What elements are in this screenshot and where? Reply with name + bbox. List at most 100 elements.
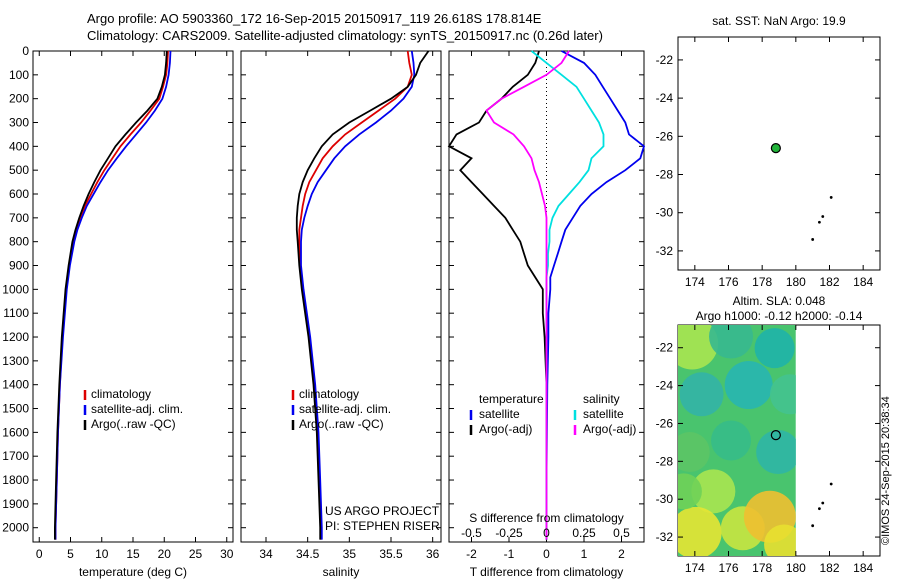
map-x-tick-label: 176 xyxy=(718,275,738,289)
profile-location-marker xyxy=(770,430,781,441)
x-tick-label: 1 xyxy=(581,547,588,561)
x-tick-label: -2 xyxy=(466,547,477,561)
sla-field-blob xyxy=(679,372,724,417)
track-point xyxy=(811,238,815,241)
y-tick-label: 500 xyxy=(9,163,29,177)
x-axis-label: T difference from climatology xyxy=(470,565,624,579)
map-x-tick-label: 184 xyxy=(853,561,873,575)
y-tick-label: 900 xyxy=(9,259,29,273)
map-y-tick-label: -22 xyxy=(656,53,674,67)
y-tick-label: 800 xyxy=(9,235,29,249)
x-tick-label: 25 xyxy=(189,547,203,561)
map-y-tick-label: -30 xyxy=(656,492,674,506)
sla-field-blob xyxy=(769,374,796,415)
y-tick-label: 1100 xyxy=(3,306,29,320)
y-tick-label: 1200 xyxy=(2,330,29,344)
x-tick-label: 2 xyxy=(618,547,625,561)
series-line-temperature-satellite xyxy=(545,50,646,540)
map-y-tick-label: -22 xyxy=(656,341,674,355)
map-y-tick-label: -24 xyxy=(656,379,674,393)
y-tick-label: 1800 xyxy=(2,473,29,487)
x-tick-label-secondary: 0 xyxy=(543,526,550,540)
map-title: sat. SST: NaN Argo: 19.9 xyxy=(712,14,846,28)
map-x-tick-label: 182 xyxy=(819,275,839,289)
header-line-1: Argo profile: AO 5903360_172 16-Sep-2015… xyxy=(87,11,542,26)
sla-field-blob xyxy=(691,469,736,514)
legend-label: satellite-adj. clim. xyxy=(91,402,183,416)
map-subtitle: Argo h1000: -0.12 h2000: -0.14 xyxy=(696,309,863,323)
x-axis-label: temperature (deg C) xyxy=(79,565,187,579)
x-tick-label: 35 xyxy=(343,547,357,561)
x-axis-label: salinity xyxy=(323,565,360,579)
sla-field xyxy=(678,325,796,556)
legend-label: temperature xyxy=(479,392,544,406)
y-tick-label: 400 xyxy=(9,139,29,153)
map-y-tick-label: -30 xyxy=(656,206,674,220)
legend-label: Argo(-adj) xyxy=(583,422,636,436)
track-point xyxy=(829,196,833,199)
x-tick-label: 30 xyxy=(220,547,234,561)
map-y-tick-label: -28 xyxy=(656,168,674,182)
panel-map-sst: -22 -24 -26 -28 -30 -32 174 176 178 180 182 184 sat.… xyxy=(656,14,881,289)
legend-label: satellite xyxy=(479,407,520,421)
panel-salinity: 34 34.5 35 35.5 36 salinity climatologysatelli… xyxy=(240,50,442,579)
y-tick-label: 1600 xyxy=(2,425,29,439)
x-tick-label-secondary: -0.5 xyxy=(461,526,482,540)
y-tick-label: 1300 xyxy=(2,354,29,368)
y-tick-label: 1900 xyxy=(2,497,29,511)
sla-field-blob xyxy=(678,325,719,370)
series-line-salinity-argo-adj- xyxy=(485,50,570,540)
legend-label: climatology xyxy=(299,387,359,401)
sla-field-blob xyxy=(754,328,795,369)
map-y-tick-label: -28 xyxy=(656,454,674,468)
map-title: Altim. SLA: 0.048 xyxy=(733,294,826,308)
legend-label: salinity xyxy=(583,392,620,406)
track-point xyxy=(818,507,821,511)
legend-label: Argo(..raw -QC) xyxy=(91,417,176,431)
legend-label: satellite xyxy=(583,407,624,421)
sla-field-blob xyxy=(709,325,754,359)
x-tick-label: 5 xyxy=(67,547,74,561)
plot-frame xyxy=(240,50,442,543)
profile-location-marker xyxy=(770,143,781,154)
y-tick-label: 1400 xyxy=(2,378,29,392)
header-line-2: Climatology: CARS2009. Satellite-adjuste… xyxy=(87,28,603,43)
x-tick-label-secondary: 0.25 xyxy=(572,526,596,540)
annotation-text: US ARGO PROJECT xyxy=(325,504,440,518)
track-point xyxy=(829,482,833,486)
series-line-argo-raw-qc- xyxy=(295,50,430,540)
y-tick-label: 700 xyxy=(9,211,29,225)
map-x-tick-label: 182 xyxy=(819,561,839,575)
map-y-tick-label: -26 xyxy=(656,129,674,143)
x-tick-label: 0 xyxy=(36,547,43,561)
x-tick-label: 34 xyxy=(259,547,273,561)
legend-label: Argo(-adj) xyxy=(479,422,532,436)
x-tick-label: 20 xyxy=(158,547,172,561)
map-x-tick-label: 178 xyxy=(752,275,772,289)
y-tick-label: 2000 xyxy=(2,521,29,535)
track-point xyxy=(821,215,825,218)
x-tick-label: 0 xyxy=(543,547,550,561)
sla-field-blob xyxy=(711,420,752,461)
sla-field-blob xyxy=(724,361,773,410)
legend-label: satellite-adj. clim. xyxy=(299,402,391,416)
x-tick-label-secondary: 0.5 xyxy=(613,526,630,540)
legend-label: climatology xyxy=(91,387,151,401)
legend-label: Argo(..raw -QC) xyxy=(299,417,384,431)
map-y-tick-label: -26 xyxy=(656,416,674,430)
y-tick-label: 0 xyxy=(22,44,29,58)
x-tick-label: 36 xyxy=(426,547,440,561)
map-x-tick-label: 184 xyxy=(853,275,873,289)
y-tick-label: 300 xyxy=(9,116,29,130)
imos-stamp: ©IMOS 24-Sep-2015 20:38:34 xyxy=(880,396,892,545)
annotation-text: PI: STEPHEN RISER xyxy=(325,519,440,533)
track-point xyxy=(818,220,821,224)
map-frame xyxy=(677,36,881,271)
map-y-tick-label: -32 xyxy=(656,530,674,544)
y-tick-label: 1000 xyxy=(2,282,29,296)
y-tick-label: 600 xyxy=(9,187,29,201)
y-tick-label: 100 xyxy=(9,68,29,82)
panel-temperature: 0100200300400500600700800900100011001200… xyxy=(2,44,233,579)
map-x-tick-label: 174 xyxy=(685,561,705,575)
